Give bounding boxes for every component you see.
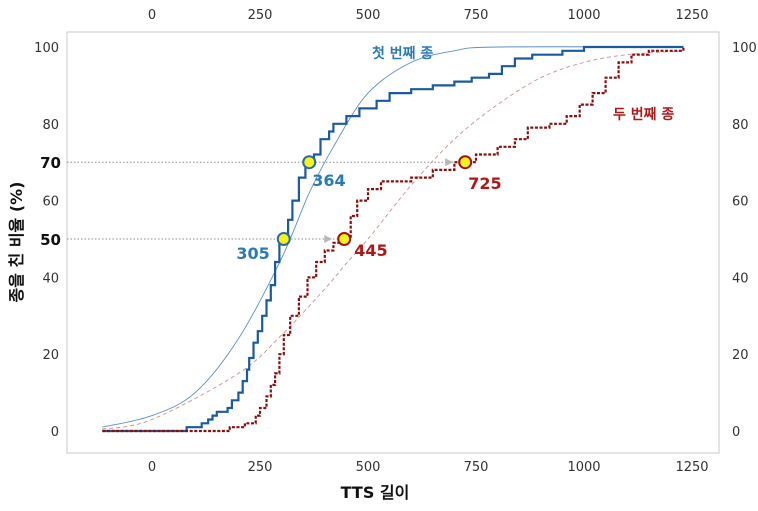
reference-lines: [67, 161, 466, 240]
percentile-markers: 305 364 445 725: [236, 155, 502, 263]
marker-445: [337, 232, 352, 246]
y-axis-title: 종을 친 비율 (%): [7, 182, 26, 303]
x-tick-top-750: 750: [464, 8, 489, 23]
marker-364: [302, 155, 317, 170]
reference-arrows: [324, 158, 454, 243]
x-tick-bottom-750: 750: [464, 460, 489, 475]
marker-305: [276, 232, 291, 246]
fit-curve-1: [102, 46, 684, 428]
x-tick-bottom-0: 0: [148, 460, 156, 475]
marker-label-445: 445: [354, 241, 387, 260]
empirical-curve-1: [102, 45, 684, 433]
marker-label-725: 725: [468, 174, 501, 193]
y-tick-right-0: 0: [732, 425, 740, 440]
y-tick-highlight-70: 70: [40, 154, 61, 172]
y-tick-right-60: 60: [732, 195, 749, 210]
x-tick-top-250: 250: [248, 8, 273, 23]
arrow-head-1: [324, 235, 333, 243]
x-tick-top-0: 0: [148, 8, 156, 23]
y-tick-right-80: 80: [732, 118, 749, 133]
marker-label-305: 305: [236, 244, 269, 263]
y-tick-right-40: 40: [732, 271, 749, 286]
x-axis-title: TTS 길이: [341, 483, 410, 502]
x-tick-bottom-1000: 1000: [567, 460, 600, 475]
series-label-2: 두 번째 종: [613, 107, 674, 123]
x-tick-top-500: 500: [356, 8, 381, 23]
series-labels: 첫 번째 종두 번째 종: [372, 46, 674, 123]
x-tick-bottom-1250: 1250: [675, 460, 708, 475]
y-tick-left-100: 100: [34, 41, 59, 56]
y-tick-left-80: 80: [42, 118, 59, 133]
plot-frame: [66, 31, 720, 454]
x-tick-top-1250: 1250: [675, 8, 708, 23]
y-tick-left-60: 60: [42, 195, 59, 210]
fitted-curves: [102, 46, 684, 430]
marker-725: [458, 155, 473, 170]
x-tick-top-1000: 1000: [567, 8, 600, 23]
empirical-curves: [102, 45, 685, 433]
y-tick-left-40: 40: [42, 271, 59, 286]
y-tick-left-0: 0: [51, 425, 59, 440]
axis-ticks: 0 0 250 250 500 500 750 750 1000 1000 1250 1250 0 0 20…: [34, 8, 757, 475]
series-label-1: 첫 번째 종: [372, 46, 433, 62]
y-tick-right-20: 20: [732, 348, 749, 363]
x-tick-bottom-500: 500: [356, 460, 381, 475]
fit-curve-2: [102, 50, 684, 430]
y-tick-right-100: 100: [732, 41, 757, 56]
empirical-curve-2: [102, 47, 685, 433]
y-tick-highlight-50: 50: [40, 231, 61, 249]
arrow-head-2: [445, 158, 454, 167]
x-tick-bottom-250: 250: [248, 460, 273, 475]
y-tick-left-20: 20: [42, 348, 59, 363]
marker-label-364: 364: [312, 171, 345, 190]
